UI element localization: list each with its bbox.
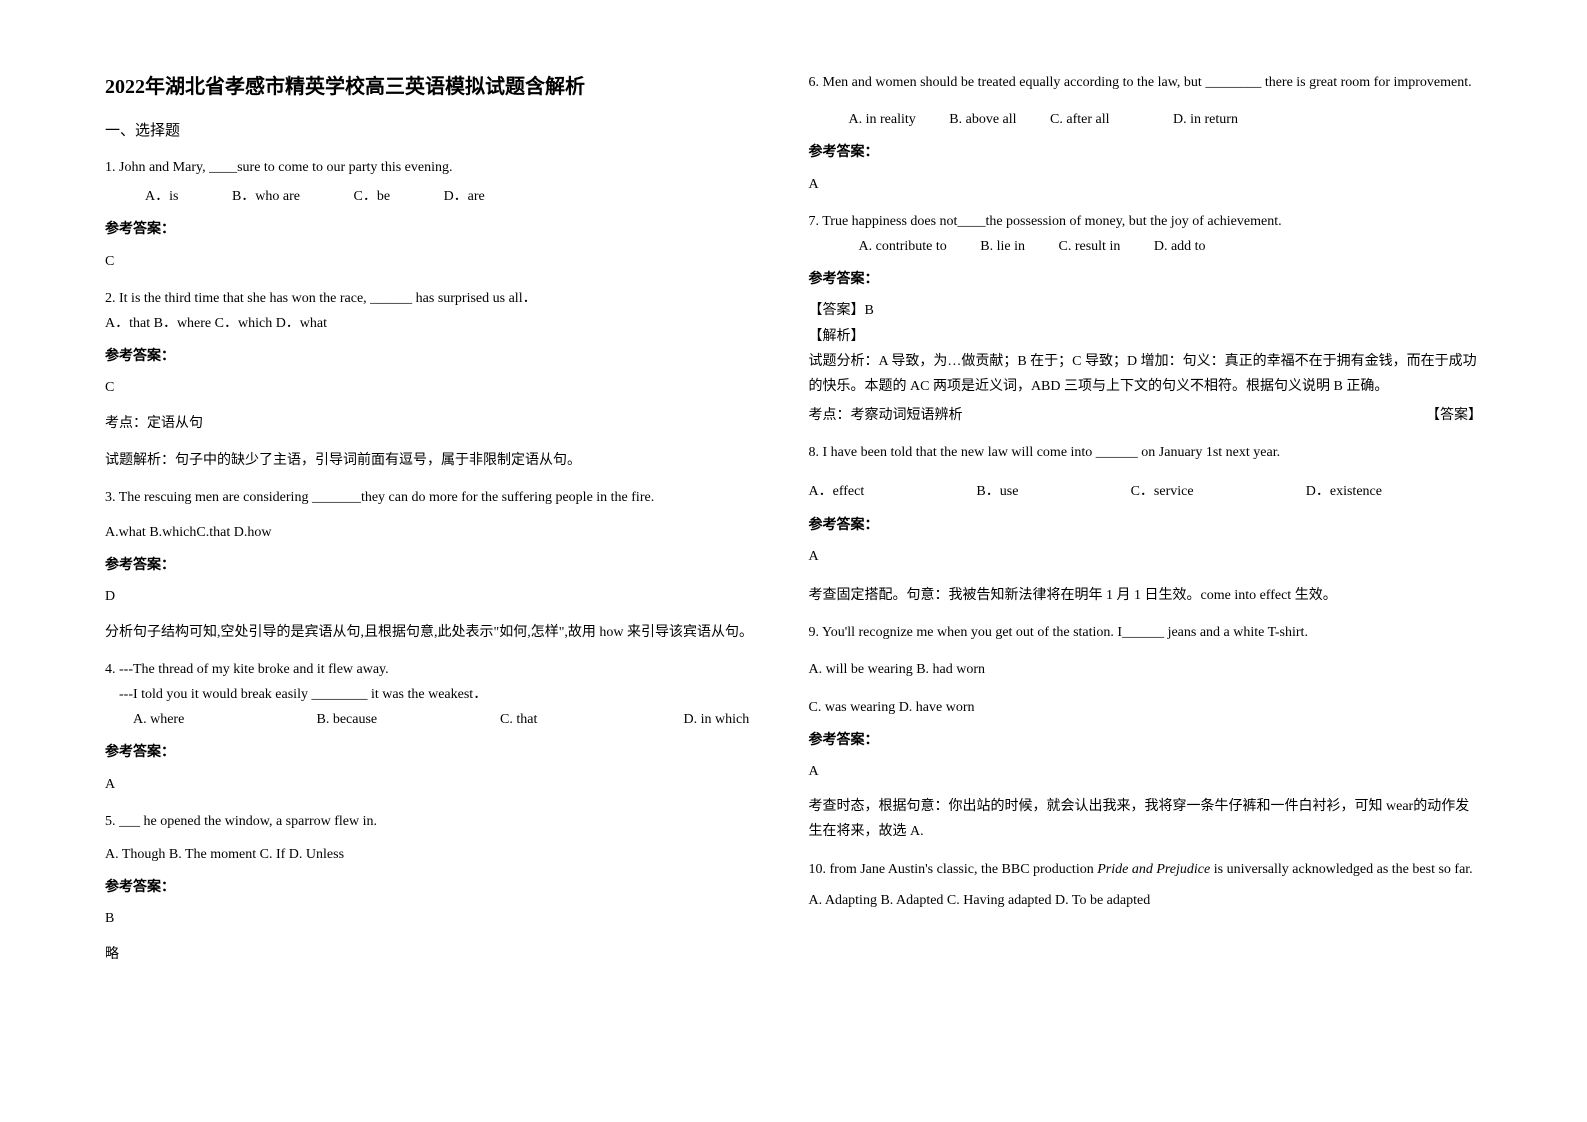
option-d: D. in return bbox=[1173, 107, 1238, 132]
section-header: 一、选择题 bbox=[105, 119, 779, 140]
italic-title: Pride and Prejudice bbox=[1097, 862, 1210, 877]
option-b: B．use bbox=[976, 479, 1018, 504]
question-9: 9. You'll recognize me when you get out … bbox=[809, 620, 1483, 844]
option-b: B. because bbox=[317, 707, 497, 732]
option-d: D. in which bbox=[684, 712, 750, 727]
option-b: B. lie in bbox=[980, 234, 1025, 259]
answer: C bbox=[105, 375, 779, 400]
options: A. Adapting B. Adapted C. Having adapted… bbox=[809, 888, 1483, 913]
question-5: 5. ___ he opened the window, a sparrow f… bbox=[105, 809, 779, 967]
option-c: C. that bbox=[500, 707, 680, 732]
explanation: 分析句子结构可知,空处引导的是宾语从句,且根据句意,此处表示"如何,怎样",故用… bbox=[105, 620, 779, 645]
option-b: B．who are bbox=[232, 184, 300, 209]
question-text: 8. I have been told that the new law wil… bbox=[809, 440, 1483, 465]
answer: A bbox=[809, 759, 1483, 784]
explanation: 试题分析：A 导致，为…做贡献；B 在于；C 导致；D 增加：句义：真正的幸福不… bbox=[809, 349, 1483, 399]
explanation: 考点：定语从句 bbox=[105, 411, 779, 436]
option-c: C．service bbox=[1131, 479, 1194, 504]
answer: A bbox=[809, 544, 1483, 569]
text-part: 10. from Jane Austin's classic, the BBC … bbox=[809, 862, 1098, 877]
question-text: 1. John and Mary, ____sure to come to ou… bbox=[105, 155, 779, 180]
answer-label: 参考答案： bbox=[809, 513, 1483, 538]
answer: A bbox=[105, 772, 779, 797]
option-a: A. in reality bbox=[849, 107, 916, 132]
answer: D bbox=[105, 584, 779, 609]
option-d: D．existence bbox=[1306, 479, 1382, 504]
answer: C bbox=[105, 249, 779, 274]
answer-label: 参考答案： bbox=[809, 140, 1483, 165]
answer-label: 参考答案： bbox=[105, 740, 779, 765]
explanation: 略 bbox=[105, 942, 779, 967]
question-text: 10. from Jane Austin's classic, the BBC … bbox=[809, 857, 1483, 882]
right-tag: 【答案】 bbox=[1426, 403, 1482, 428]
question-3: 3. The rescuing men are considering ____… bbox=[105, 485, 779, 645]
answer-label: 参考答案： bbox=[105, 875, 779, 900]
options: A．that B．where C．which D．what bbox=[105, 311, 779, 336]
options: A.what B.whichC.that D.how bbox=[105, 520, 779, 545]
explanation: 考点：考察动词短语辨析 【答案】 bbox=[809, 403, 1483, 428]
options: A．is B．who are C．be D．are bbox=[105, 184, 779, 209]
question-text: 5. ___ he opened the window, a sparrow f… bbox=[105, 809, 779, 834]
question-10: 10. from Jane Austin's classic, the BBC … bbox=[809, 857, 1483, 913]
answer: A bbox=[809, 172, 1483, 197]
question-8: 8. I have been told that the new law wil… bbox=[809, 440, 1483, 608]
option-c: C. after all bbox=[1050, 107, 1109, 132]
right-column: 6. Men and women should be treated equal… bbox=[794, 70, 1498, 1082]
option-c: C．be bbox=[354, 184, 391, 209]
options: A．effect B．use C．service D．existence bbox=[809, 479, 1483, 504]
option-a: A. where bbox=[133, 707, 313, 732]
answer: B bbox=[105, 906, 779, 931]
explanation-tag: 【解析】 bbox=[809, 324, 1483, 349]
question-text: 6. Men and women should be treated equal… bbox=[809, 70, 1483, 95]
text-part: is universally acknowledged as the best … bbox=[1210, 862, 1472, 877]
explanation: 考查固定搭配。句意：我被告知新法律将在明年 1 月 1 日生效。come int… bbox=[809, 583, 1483, 608]
question-7: 7. True happiness does not____the posses… bbox=[809, 209, 1483, 429]
options-line: A. will be wearing B. had worn bbox=[809, 657, 1483, 682]
question-1: 1. John and Mary, ____sure to come to ou… bbox=[105, 155, 779, 274]
left-column: 2022年湖北省孝感市精英学校高三英语模拟试题含解析 一、选择题 1. John… bbox=[90, 70, 794, 1082]
question-4: 4. ---The thread of my kite broke and it… bbox=[105, 657, 779, 797]
answer-tag: 【答案】B bbox=[809, 298, 1483, 323]
question-text: 7. True happiness does not____the posses… bbox=[809, 209, 1483, 234]
explanation: 试题解析：句子中的缺少了主语，引导词前面有逗号，属于非限制定语从句。 bbox=[105, 448, 779, 473]
answer-label: 参考答案： bbox=[809, 267, 1483, 292]
page-title: 2022年湖北省孝感市精英学校高三英语模拟试题含解析 bbox=[105, 70, 779, 99]
question-text: 9. You'll recognize me when you get out … bbox=[809, 620, 1483, 645]
explanation: 考查时态，根据句意：你出站的时候，就会认出我来，我将穿一条牛仔裤和一件白衬衫，可… bbox=[809, 794, 1483, 844]
option-d: D. add to bbox=[1154, 234, 1206, 259]
options: A. contribute to B. lie in C. result in … bbox=[809, 234, 1483, 259]
question-text: 2. It is the third time that she has won… bbox=[105, 286, 779, 311]
answer-label: 参考答案： bbox=[809, 728, 1483, 753]
option-a: A．effect bbox=[809, 479, 865, 504]
options: A. where B. because C. that D. in which bbox=[105, 707, 779, 732]
options: A. Though B. The moment C. If D. Unless bbox=[105, 842, 779, 867]
question-6: 6. Men and women should be treated equal… bbox=[809, 70, 1483, 197]
question-text: 3. The rescuing men are considering ____… bbox=[105, 485, 779, 510]
question-2: 2. It is the third time that she has won… bbox=[105, 286, 779, 473]
answer-label: 参考答案： bbox=[105, 553, 779, 578]
option-a: A. contribute to bbox=[859, 234, 947, 259]
answer-label: 参考答案： bbox=[105, 217, 779, 242]
question-line: 4. ---The thread of my kite broke and it… bbox=[105, 657, 779, 682]
option-b: B. above all bbox=[949, 107, 1016, 132]
option-d: D．are bbox=[444, 184, 485, 209]
option-c: C. result in bbox=[1059, 234, 1121, 259]
answer-label: 参考答案： bbox=[105, 344, 779, 369]
option-a: A．is bbox=[145, 184, 178, 209]
options: A. in reality B. above all C. after all … bbox=[809, 107, 1483, 132]
explanation-text: 考点：考察动词短语辨析 bbox=[809, 408, 963, 423]
options-line: C. was wearing D. have worn bbox=[809, 695, 1483, 720]
question-line: ---I told you it would break easily ____… bbox=[105, 682, 779, 707]
